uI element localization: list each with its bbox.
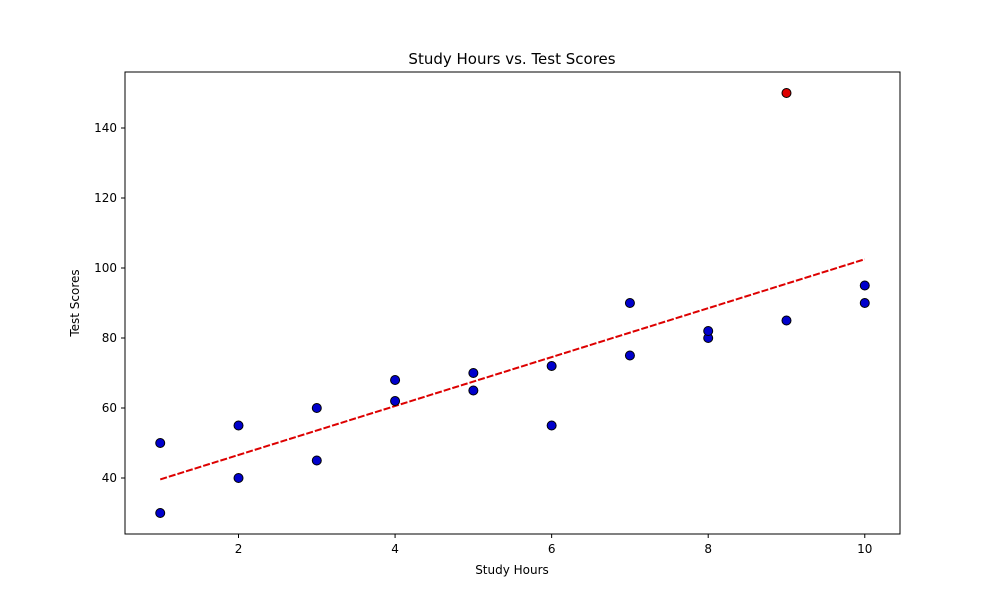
x-tick-label: 2 <box>235 542 243 556</box>
data-point <box>624 298 635 308</box>
x-tick-label: 8 <box>704 542 712 556</box>
data-point <box>468 385 479 396</box>
x-axis: 2 4 6 8 10 <box>235 534 872 556</box>
data-point <box>703 326 714 336</box>
y-tick-label: 100 <box>94 261 117 275</box>
x-tick-label: 4 <box>391 542 399 556</box>
outlier-point <box>781 88 792 98</box>
data-point <box>859 298 870 308</box>
data-point <box>390 396 401 406</box>
plot-area-frame <box>124 71 901 535</box>
y-axis: 40 60 80 100 120 140 <box>94 121 125 485</box>
data-point <box>155 508 166 518</box>
data-point <box>233 420 244 431</box>
regression-line <box>159 258 866 481</box>
data-point <box>624 350 635 361</box>
plot-marks <box>155 88 870 518</box>
y-tick-label: 60 <box>102 401 117 415</box>
data-point <box>546 361 557 371</box>
y-tick-label: 80 <box>102 331 117 345</box>
data-point <box>546 420 557 431</box>
chart-title: Study Hours vs. Test Scores <box>408 50 615 68</box>
data-point <box>311 455 322 466</box>
y-tick-label: 140 <box>94 121 117 135</box>
y-tick-label: 120 <box>94 191 117 205</box>
data-point <box>390 375 401 385</box>
data-point <box>859 280 870 291</box>
y-axis-label: Test Scores <box>68 269 82 337</box>
x-tick-label: 6 <box>548 542 556 556</box>
data-point <box>155 438 166 448</box>
data-point <box>311 403 322 413</box>
x-axis-label: Study Hours <box>475 563 549 577</box>
data-point <box>233 473 244 483</box>
data-point <box>468 368 479 378</box>
y-tick-label: 40 <box>102 471 117 485</box>
data-point <box>781 315 792 326</box>
x-tick-label: 10 <box>857 542 872 556</box>
